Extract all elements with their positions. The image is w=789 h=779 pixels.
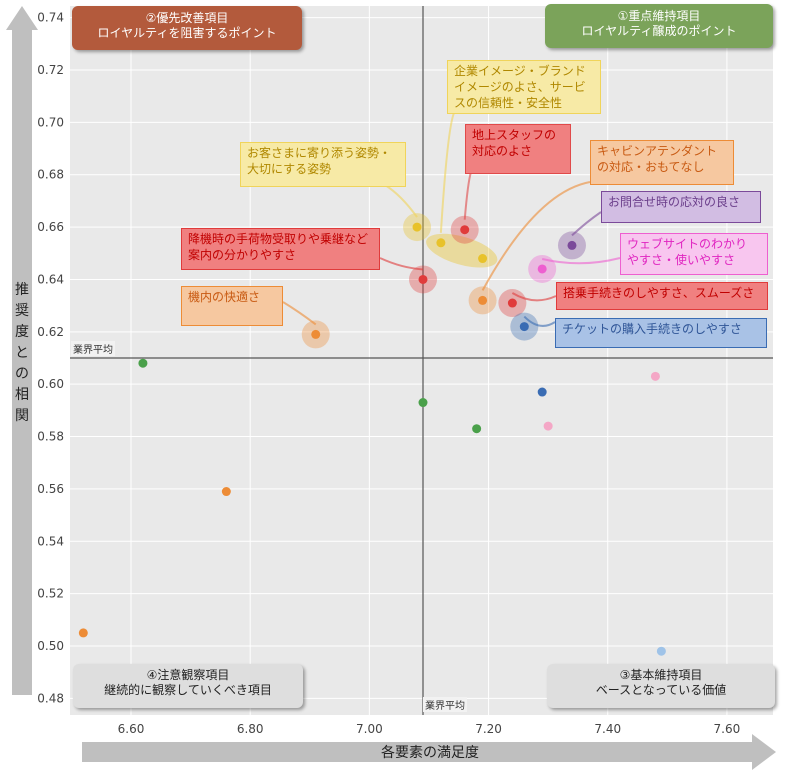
data-point <box>478 295 488 305</box>
y-tick-label: 0.74 <box>37 11 64 25</box>
quadrant-subtitle: ベースとなっている価値 <box>595 683 727 697</box>
y-tick-label: 0.68 <box>37 168 64 182</box>
data-point <box>656 646 666 656</box>
x-average-label: 業界平均 <box>423 697 467 712</box>
data-point <box>221 487 231 497</box>
callout-line: の対応・おもてなし <box>597 160 705 174</box>
quadrant-top-left-label: ②優先改善項目 ロイヤルティを阻害するポイント <box>72 6 302 50</box>
x-axis-arrow <box>82 734 776 770</box>
data-point <box>311 329 321 339</box>
y-tick-label: 0.60 <box>37 377 64 391</box>
quadrant-top-right-label: ①重点維持項目 ロイヤルティ醸成のポイント <box>545 4 773 48</box>
y-tick-label: 0.56 <box>37 482 64 496</box>
callout-line: 大切にする姿勢 <box>247 162 332 176</box>
point-callout: ウェブサイトのわかり やすさ・使いやすさ <box>620 233 768 275</box>
y-tick-label: 0.64 <box>37 272 64 286</box>
data-point <box>567 240 577 250</box>
data-point <box>418 398 428 408</box>
point-callout: 機内の快適さ <box>181 286 283 326</box>
data-point <box>537 387 547 397</box>
point-callout: キャビンアテンダント の対応・おもてなし <box>590 140 734 185</box>
y-tick-label: 0.52 <box>37 587 64 601</box>
y-tick-label: 0.58 <box>37 430 64 444</box>
data-point <box>472 424 482 434</box>
data-point <box>460 225 470 235</box>
callout-line: 対応のよさ <box>472 144 533 158</box>
data-point <box>650 371 660 381</box>
y-tick-label: 0.62 <box>37 325 64 339</box>
callout-line: 地上スタッフの <box>472 128 557 142</box>
point-callout: 企業イメージ・ブランド イメージのよさ、サービ スの信頼性・安全性 <box>447 60 601 114</box>
y-tick-label: 0.66 <box>37 220 64 234</box>
callout-line: チケットの購入手続きのしやすさ <box>562 322 742 336</box>
callout-line: スの信頼性・安全性 <box>454 96 563 110</box>
callout-leader <box>541 257 621 265</box>
quadrant-title: ④注意観察項目 <box>146 668 230 682</box>
data-point <box>412 222 422 232</box>
data-point <box>418 274 428 284</box>
x-tick-label: 6.60 <box>118 722 145 736</box>
callout-line: 降機時の手荷物受取りや乗継など <box>188 232 369 246</box>
y-tick-label: 0.54 <box>37 534 64 548</box>
x-tick-label: 7.00 <box>356 722 383 736</box>
data-point <box>543 421 553 431</box>
y-axis-arrow <box>6 6 38 695</box>
callout-line: お客さまに寄り添う姿勢・ <box>247 146 392 160</box>
y-axis-title: 推奨度との相関 <box>15 282 29 424</box>
callout-line: キャビンアテンダント <box>597 144 718 158</box>
callout-line: 企業イメージ・ブランド <box>454 64 586 78</box>
quadrant-bottom-left-label: ④注意観察項目 継続的に観察していくべき項目 <box>73 664 303 708</box>
callout-line: 案内の分かりやすさ <box>188 248 297 262</box>
y-tick-label: 0.72 <box>37 63 64 77</box>
quadrant-title: ③基本維持項目 <box>619 668 703 682</box>
callout-leader <box>571 211 602 237</box>
data-point <box>78 628 88 638</box>
callout-leader <box>481 181 591 291</box>
callout-line: やすさ・使いやすさ <box>627 253 736 267</box>
data-point <box>436 238 446 248</box>
y-tick-label: 0.50 <box>37 639 64 653</box>
y-average-label: 業界平均 <box>71 341 115 356</box>
quadrant-subtitle: ロイヤルティ醸成のポイント <box>581 24 737 38</box>
quadrant-title: ①重点維持項目 <box>617 9 701 23</box>
data-point <box>138 358 148 368</box>
quadrant-subtitle: 継続的に観察していくべき項目 <box>104 683 272 697</box>
callout-leader <box>523 315 556 327</box>
callout-line: 機内の快適さ <box>188 290 261 304</box>
callout-leader <box>282 301 317 326</box>
callout-line: お問合せ時の応対の良さ <box>608 195 741 209</box>
y-tick-label: 0.48 <box>37 691 64 705</box>
callout-line: 搭乗手続きのしやすさ、スムーズさ <box>563 286 755 300</box>
data-point <box>537 264 547 274</box>
callout-leader <box>439 110 456 233</box>
quadrant-bottom-right-label: ③基本維持項目 ベースとなっている価値 <box>547 664 775 708</box>
plot-area <box>70 6 773 715</box>
callout-leader <box>379 257 424 271</box>
callout-line: イメージのよさ、サービ <box>454 80 586 94</box>
point-callout: 地上スタッフの 対応のよさ <box>465 124 571 174</box>
callout-line: ウェブサイトのわかり <box>627 237 748 251</box>
callout-leader <box>511 292 557 302</box>
quadrant-subtitle: ロイヤルティを阻害するポイント <box>97 26 277 40</box>
x-tick-label: 7.60 <box>714 722 741 736</box>
point-callout: お問合せ時の応対の良さ <box>601 191 761 223</box>
x-tick-label: 7.20 <box>475 722 502 736</box>
x-tick-label: 6.80 <box>237 722 264 736</box>
x-axis-title: 各要素の満足度 <box>381 745 479 761</box>
quadrant-title: ②優先改善項目 <box>145 11 229 25</box>
data-point <box>519 322 529 332</box>
point-callout: 降機時の手荷物受取りや乗継など 案内の分かりやすさ <box>181 228 380 270</box>
y-tick-label: 0.70 <box>37 115 64 129</box>
point-callout: お客さまに寄り添う姿勢・ 大切にする姿勢 <box>240 142 406 187</box>
x-tick-label: 7.40 <box>594 722 621 736</box>
data-point <box>478 254 488 264</box>
data-point <box>507 298 517 308</box>
point-callout: チケットの購入手続きのしやすさ <box>555 318 767 348</box>
point-callout: 搭乗手続きのしやすさ、スムーズさ <box>556 282 768 310</box>
